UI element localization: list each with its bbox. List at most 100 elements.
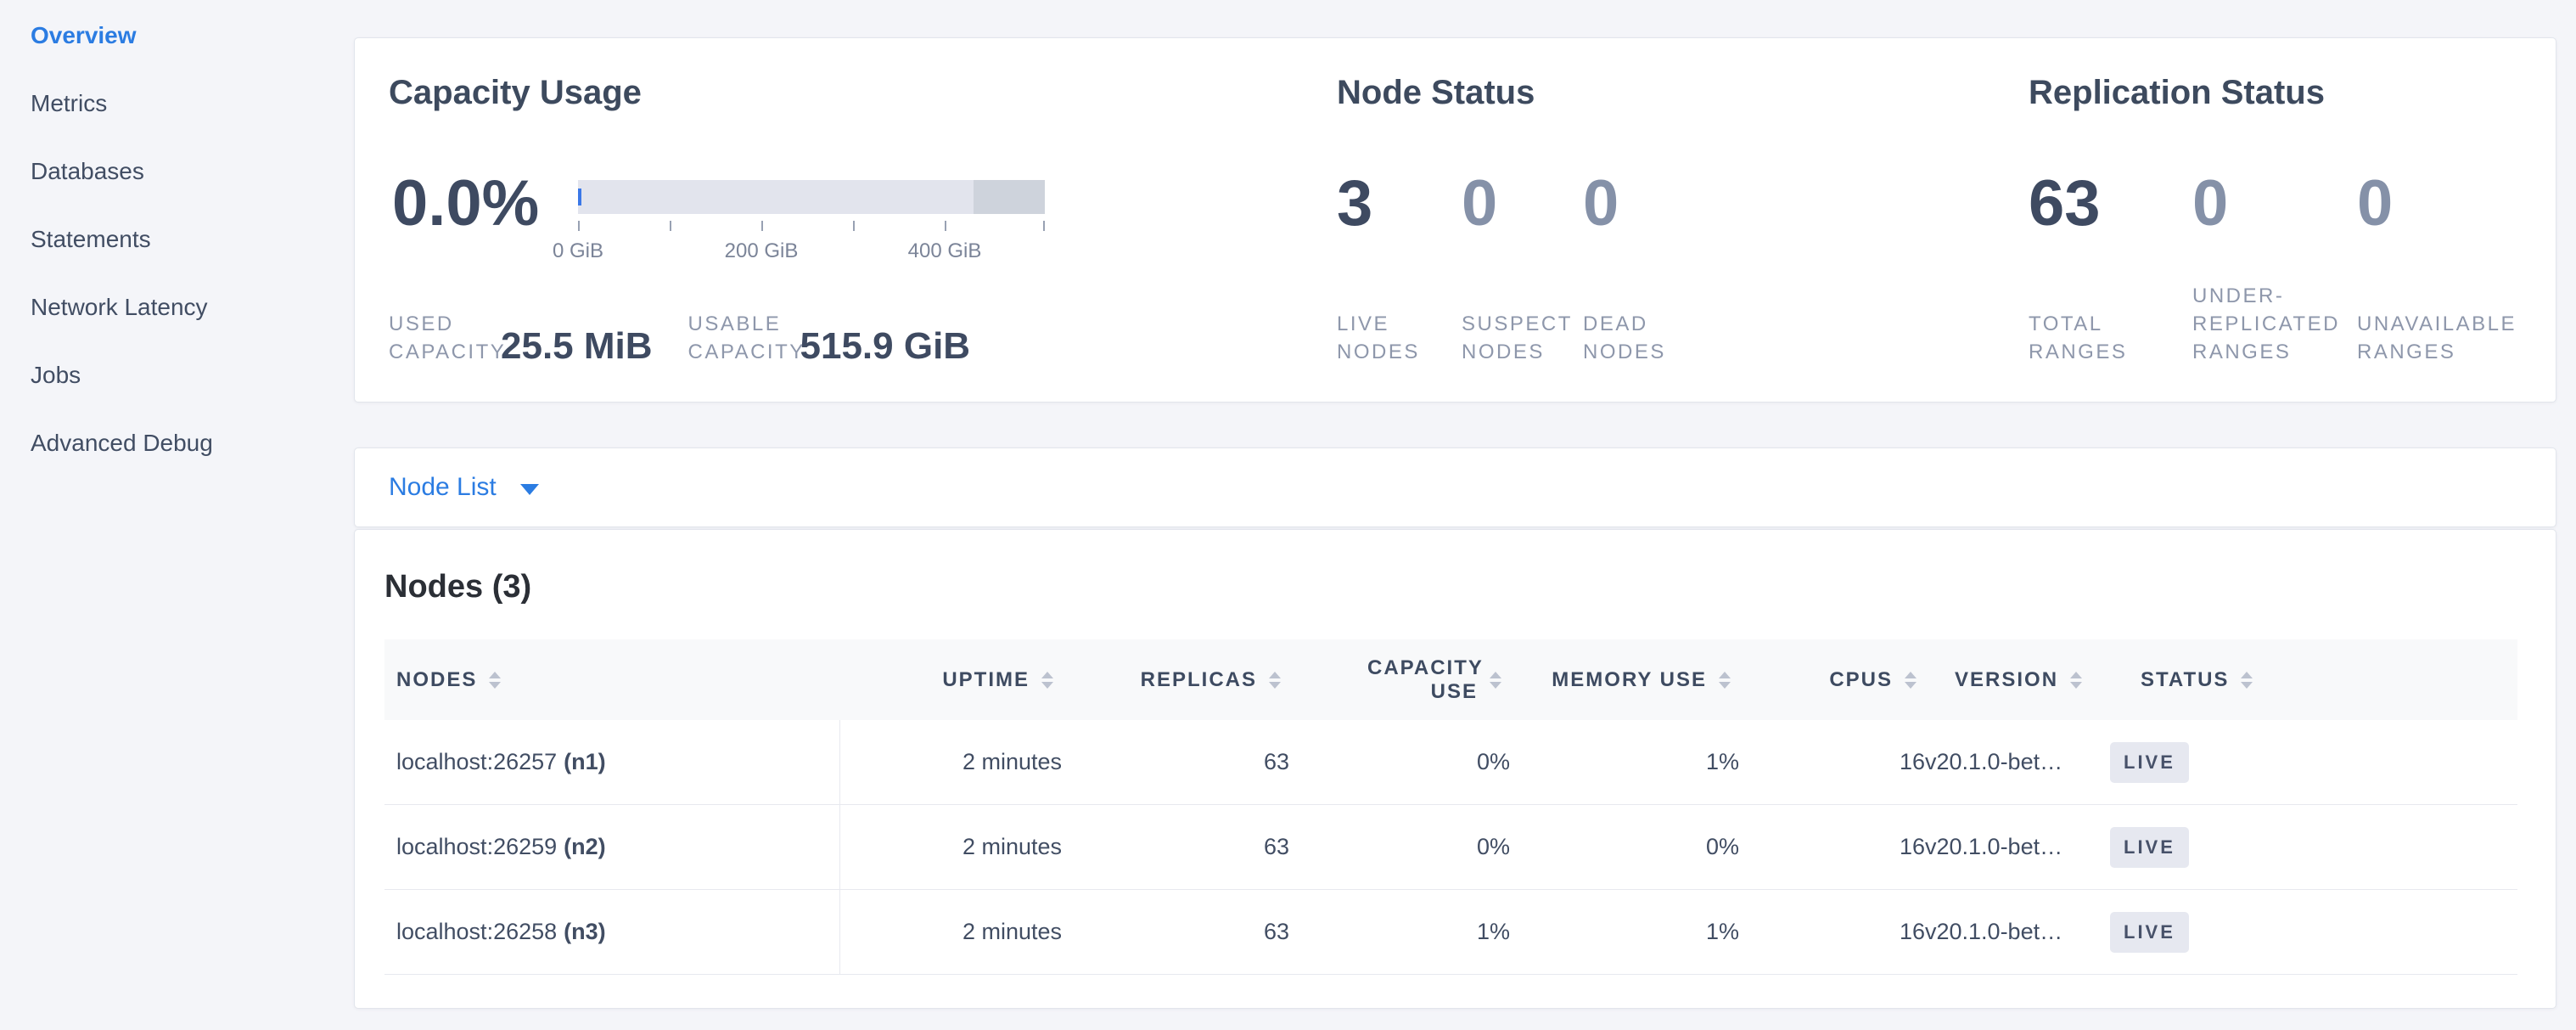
capacity-usage-title: Capacity Usage (389, 74, 642, 111)
node-row-n3[interactable]: localhost:26258 (n3) 2 minutes 63 1% 1% 1… (384, 889, 2517, 975)
capacity-bar-used-segment (578, 189, 581, 205)
node-row-n2[interactable]: localhost:26259 (n2) 2 minutes 63 0% 0% 1… (384, 804, 2517, 890)
sidebar-item-advanced-debug[interactable]: Advanced Debug (31, 430, 213, 456)
suspect-nodes-label: SUSPECT NODES (1462, 312, 1573, 363)
version-cell: v20.1.0-bet… (1925, 720, 2110, 805)
node-status-section: Node Status 3 0 0 LIVE NODES SUSPECT NOD… (1337, 38, 1999, 402)
sort-arrows-icon (1490, 671, 1501, 689)
uptime-cell: 2 minutes (839, 720, 1062, 805)
status-cell: LIVE (2110, 720, 2517, 805)
capacity-bar-other-segment (974, 180, 1045, 214)
under-replicated-ranges-count: 0 (2192, 167, 2229, 239)
node-address-cell: localhost:26258 (n3) (384, 889, 840, 975)
usable-capacity-label: USABLE CAPACITY (687, 312, 805, 363)
replication-status-title: Replication Status (2029, 74, 2325, 111)
status-badge: LIVE (2110, 741, 2189, 783)
capacity-axis-labels: 0 GiB 200 GiB 400 GiB (553, 239, 1047, 265)
capacity-axis-ticks (578, 221, 1047, 231)
version-cell: v20.1.0-bet… (1925, 804, 2110, 890)
node-address-cell: localhost:26257 (n1) (384, 720, 840, 805)
sidebar-item-statements[interactable]: Statements (31, 226, 151, 252)
nodes-table: NODES UPTIME REPLICAS CAPACITY USE MEMOR… (384, 639, 2517, 975)
used-capacity-value: 25.5 MiB (501, 325, 653, 367)
column-header-nodes[interactable]: NODES (384, 639, 839, 720)
node-id: (n3) (564, 919, 606, 944)
cpus-cell: 16 (1739, 720, 1925, 805)
axis-label-400gib: 400 GiB (907, 239, 982, 262)
column-header-uptime[interactable]: UPTIME (839, 639, 1062, 720)
capacity-use-cell: 0% (1289, 720, 1510, 805)
axis-label-0gib: 0 GiB (552, 239, 604, 262)
sidebar-item-network-latency[interactable]: Network Latency (31, 294, 208, 320)
usable-capacity-value: 515.9 GiB (800, 325, 971, 367)
memory-use-cell: 0% (1510, 804, 1739, 890)
status-badge: LIVE (2110, 826, 2189, 868)
column-header-version[interactable]: VERSION (1925, 639, 2110, 720)
suspect-nodes-count: 0 (1462, 167, 1498, 239)
uptime-cell: 2 minutes (839, 804, 1062, 890)
column-header-cpus[interactable]: CPUS (1739, 639, 1925, 720)
memory-use-cell: 1% (1510, 720, 1739, 805)
view-selector-card: Node List (354, 447, 2556, 527)
usable-capacity-stat: USABLE CAPACITY 515.9 GiB (688, 310, 1007, 366)
column-header-status[interactable]: STATUS (2110, 639, 2517, 720)
version-cell: v20.1.0-bet… (1925, 889, 2110, 975)
live-nodes-count: 3 (1337, 167, 1373, 239)
sort-arrows-icon (2070, 671, 2083, 689)
replication-labels: TOTAL RANGES UNDER-REPLICATED RANGES UNA… (2029, 281, 2521, 366)
table-header-row: NODES UPTIME REPLICAS CAPACITY USE MEMOR… (384, 639, 2517, 720)
node-id: (n2) (564, 834, 606, 859)
used-capacity-label: USED CAPACITY (389, 312, 507, 363)
sort-arrows-icon (1719, 671, 1731, 689)
replication-status-section: Replication Status 63 0 0 TOTAL RANGES U… (2029, 38, 2538, 402)
total-ranges-count: 63 (2029, 167, 2101, 239)
used-capacity-stat: USED CAPACITY 25.5 MiB (389, 310, 688, 366)
replication-numbers: 63 0 0 (2029, 167, 2521, 240)
axis-label-200gib: 200 GiB (724, 239, 799, 262)
capacity-used-percent: 0.0% (392, 167, 540, 239)
node-list-dropdown[interactable]: Node List (389, 473, 539, 502)
live-nodes-label: LIVE NODES (1337, 312, 1420, 363)
capacity-use-cell: 0% (1289, 804, 1510, 890)
dead-nodes-label: DEAD NODES (1583, 312, 1666, 363)
unavailable-ranges-count: 0 (2357, 167, 2394, 239)
nodes-table-card: Nodes (3) NODES UPTIME REPLICAS CAPACITY… (354, 529, 2556, 1009)
sort-arrows-icon (2241, 671, 2253, 689)
sidebar: Overview Metrics Databases Statements Ne… (0, 0, 348, 477)
node-row-n1[interactable]: localhost:26257 (n1) 2 minutes 63 0% 1% 1… (384, 720, 2517, 805)
node-status-numbers: 3 0 0 (1337, 167, 1708, 240)
status-cell: LIVE (2110, 889, 2517, 975)
node-status-title: Node Status (1337, 74, 1535, 111)
column-header-capacity-use[interactable]: CAPACITY USE (1289, 639, 1510, 720)
memory-use-cell: 1% (1510, 889, 1739, 975)
replicas-cell: 63 (1062, 720, 1289, 805)
capacity-usage-section: Capacity Usage 0.0% 0 GiB 200 GiB 400 Gi… (389, 38, 1331, 402)
capacity-usage-bar (578, 180, 1045, 214)
sidebar-item-databases[interactable]: Databases (31, 158, 144, 184)
sidebar-item-metrics[interactable]: Metrics (31, 90, 108, 116)
cpus-cell: 16 (1739, 804, 1925, 890)
total-ranges-label: TOTAL RANGES (2029, 312, 2128, 363)
capacity-use-cell: 1% (1289, 889, 1510, 975)
node-list-dropdown-label: Node List (389, 473, 497, 501)
replicas-cell: 63 (1062, 889, 1289, 975)
column-header-memory-use[interactable]: MEMORY USE (1510, 639, 1739, 720)
sort-arrows-icon (489, 671, 502, 689)
sort-arrows-icon (1041, 671, 1053, 689)
node-address-cell: localhost:26259 (n2) (384, 804, 840, 890)
nodes-table-title: Nodes (3) (384, 569, 532, 605)
status-cell: LIVE (2110, 804, 2517, 890)
sidebar-item-overview[interactable]: Overview (31, 22, 137, 48)
column-header-replicas[interactable]: REPLICAS (1062, 639, 1289, 720)
capacity-stats: USED CAPACITY 25.5 MiB USABLE CAPACITY 5… (389, 281, 1006, 366)
under-replicated-ranges-label: UNDER-REPLICATED RANGES (2192, 284, 2340, 363)
sidebar-item-jobs[interactable]: Jobs (31, 362, 81, 388)
sort-arrows-icon (1905, 671, 1917, 689)
dead-nodes-count: 0 (1583, 167, 1619, 239)
node-status-labels: LIVE NODES SUSPECT NODES DEAD NODES (1337, 281, 1708, 366)
status-badge: LIVE (2110, 911, 2189, 953)
node-id: (n1) (564, 749, 606, 774)
caret-down-icon (519, 483, 539, 495)
uptime-cell: 2 minutes (839, 889, 1062, 975)
replicas-cell: 63 (1062, 804, 1289, 890)
